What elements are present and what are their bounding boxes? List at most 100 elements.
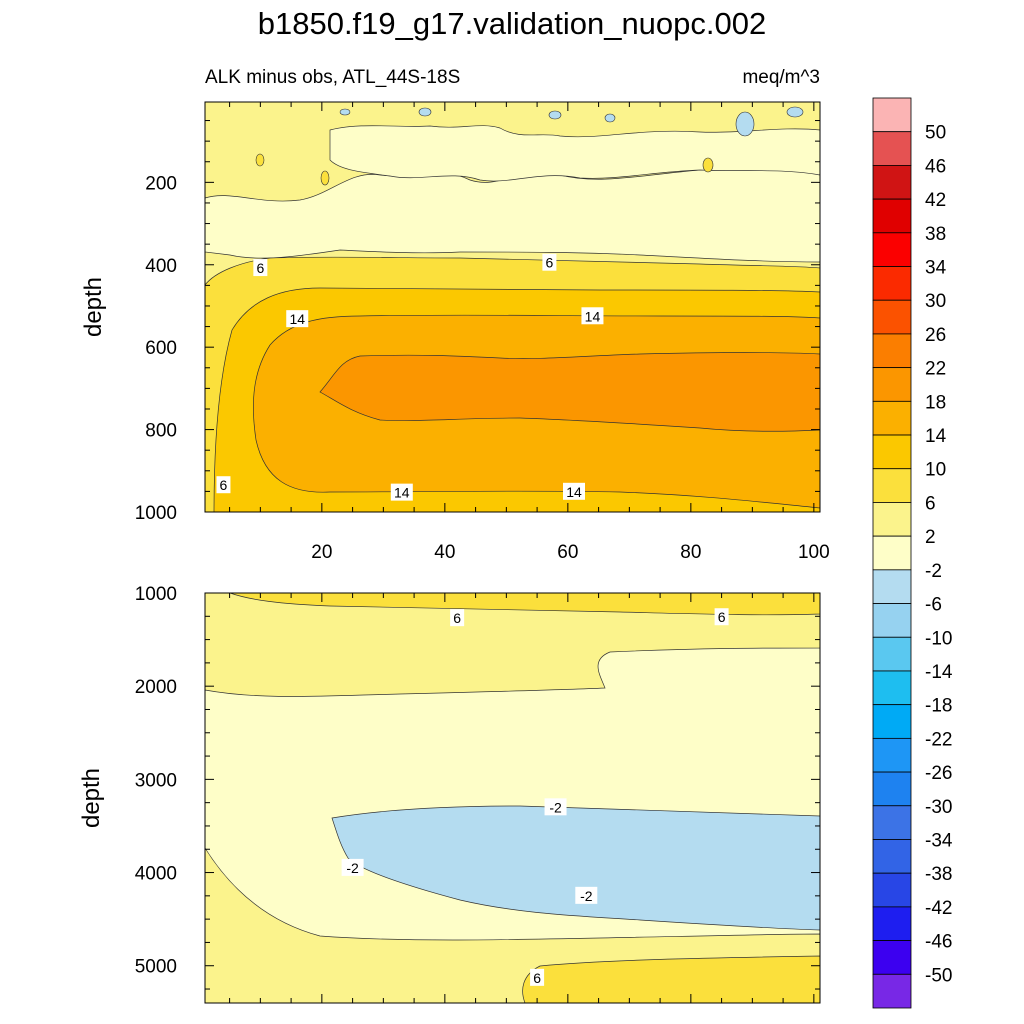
colorbar-swatch	[872, 367, 912, 402]
upper-contour-label: 6	[216, 476, 231, 494]
upper-plot-frame	[204, 101, 821, 513]
colorbar-swatch	[872, 97, 912, 133]
lower-contour-label: -2	[341, 858, 364, 876]
lower-contour-label-bg	[450, 609, 465, 627]
lower-contour-label-bg	[341, 858, 364, 876]
upper-panel	[204, 101, 821, 513]
colorbar-label: -14	[925, 662, 953, 683]
colorbar-label: -38	[925, 864, 952, 885]
colorbar-swatch	[872, 704, 912, 739]
upper-contour-label-text: 6	[256, 260, 264, 276]
lower-contour-label-text: -2	[580, 888, 593, 904]
lower-contour-label-text: -2	[346, 860, 359, 876]
upper-patch-negative	[786, 106, 804, 118]
colorbar-label: 14	[925, 426, 947, 447]
upper-contour-label-bg	[542, 253, 557, 271]
colorbar-label: -6	[925, 595, 942, 616]
lower-band-2-6-top	[204, 592, 821, 697]
colorbar-label: 2	[925, 527, 936, 548]
colorbar-label: 10	[925, 460, 946, 481]
upper-patch-positive	[255, 153, 265, 167]
colorbar-swatch	[872, 569, 912, 604]
upper-y-tick-label: 800	[145, 421, 177, 442]
lower-contour-label-bg	[575, 886, 598, 904]
upper-patch-positive	[320, 170, 330, 186]
lower-axis-ticks: 1000 2000 3000 4000 5000	[135, 584, 820, 1003]
lower-y-axis-label: depth	[78, 768, 105, 828]
colorbar-swatch	[872, 940, 912, 975]
colorbar-swatch	[872, 333, 912, 369]
colorbar-label: 46	[925, 156, 946, 177]
colorbar-label: 22	[925, 359, 946, 380]
lower-contour-label: -2	[575, 886, 598, 904]
colorbar-label: -50	[925, 965, 952, 986]
upper-contour-labels: 6 6 14 14 6 14 14	[216, 253, 604, 501]
colorbar-swatch	[872, 737, 912, 773]
colorbar-label: -18	[925, 696, 952, 717]
upper-x-tick-label: 40	[434, 542, 455, 563]
colorbar-swatch	[872, 400, 912, 436]
upper-y-tick-label: 1000	[135, 503, 177, 524]
upper-contour-label: 6	[542, 253, 557, 271]
lower-y-tick-label: 4000	[135, 864, 177, 885]
lower-contour-label-bg	[714, 608, 729, 626]
lower-contour-labels: 6 6 -2 -2 -2 6	[341, 608, 729, 986]
upper-contour-label: 14	[286, 310, 309, 328]
colorbar-label: 34	[925, 258, 947, 279]
upper-x-tick-label: 80	[680, 542, 701, 563]
lower-y-tick-label: 5000	[135, 957, 177, 978]
lower-contour-label-bg	[530, 968, 545, 986]
upper-contour-label-bg	[390, 483, 413, 501]
colorbar-swatch	[872, 165, 912, 200]
upper-contour-label-bg	[563, 482, 585, 500]
upper-contour-label-text: 14	[585, 308, 601, 324]
upper-x-tick-label: 60	[557, 542, 578, 563]
colorbar-swatch	[872, 535, 912, 571]
chart-title: b1850.f19_g17.validation_nuopc.002	[258, 6, 767, 41]
colorbar-label: 42	[925, 190, 946, 211]
upper-patch-positive	[702, 157, 714, 173]
upper-contour-label-bg	[286, 310, 309, 328]
lower-plot-frame	[204, 592, 821, 1004]
lower-contour-label-text: -2	[549, 799, 562, 815]
lower-contour-label: 6	[714, 608, 729, 626]
lower-contour-label-text: 6	[533, 970, 541, 986]
colorbar-label: -10	[925, 628, 952, 649]
colorbar-swatch	[872, 771, 912, 807]
colorbar-swatch	[872, 872, 912, 908]
upper-x-tick-label: 20	[311, 542, 332, 563]
colorbar-label: 38	[925, 224, 946, 245]
upper-y-tick-label: 200	[145, 173, 177, 194]
lower-contour-label-text: 6	[718, 609, 726, 625]
upper-contour-label-text: 6	[546, 255, 554, 271]
upper-patch-negative	[604, 113, 616, 123]
upper-patch-negative	[548, 110, 562, 120]
upper-patch-negative	[735, 111, 755, 137]
lower-band-6-10-top	[229, 592, 821, 616]
lower-y-tick-label: 2000	[135, 677, 177, 698]
colorbar-swatch	[872, 502, 912, 537]
colorbar-label: 50	[925, 123, 946, 144]
upper-contour-label-bg	[216, 476, 231, 494]
colorbar-label: -26	[925, 763, 952, 784]
colorbar-label: 18	[925, 392, 946, 413]
upper-contour-label-bg	[253, 259, 268, 277]
lower-contour-label: -2	[544, 798, 567, 816]
colorbar-label: 6	[925, 493, 936, 514]
left-subtitle: ALK minus obs, ATL_44S-18S	[205, 67, 460, 88]
upper-y-tick-label: 400	[145, 256, 177, 277]
colorbar: 50 46 42 38 34 30 26 22 18 14 10 6 2 -2 -6 -10 -14 -18 -22…	[872, 97, 953, 1009]
units-subtitle: meq/m^3	[742, 67, 820, 88]
colorbar-swatch	[872, 603, 912, 638]
colorbar-label: -46	[925, 932, 952, 953]
colorbar-swatch	[872, 636, 912, 672]
upper-contour-label-text: 14	[289, 311, 305, 327]
colorbar-swatch	[872, 131, 912, 166]
upper-axis-ticks: 20 40 60 80 100 200 400 600 800 1000	[135, 102, 830, 563]
lower-band-6-10-bottom	[522, 955, 821, 1004]
lower-y-tick-label: 1000	[135, 584, 177, 605]
lower-contour-label: 6	[450, 609, 465, 627]
colorbar-swatch	[872, 434, 912, 470]
upper-y-tick-label: 600	[145, 338, 177, 359]
